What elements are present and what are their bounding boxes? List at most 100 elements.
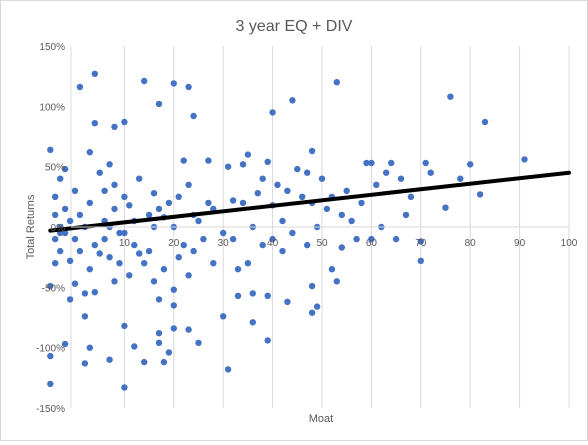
data-point	[141, 77, 148, 85]
data-point	[224, 163, 232, 170]
data-point	[224, 366, 232, 373]
x-tick-label: 80	[465, 238, 477, 249]
data-point	[234, 266, 242, 273]
data-point	[86, 266, 94, 273]
data-point	[205, 199, 212, 207]
data-point	[264, 337, 271, 344]
data-point	[239, 199, 247, 207]
data-point	[86, 344, 94, 351]
data-point	[170, 80, 177, 87]
data-point	[150, 190, 158, 197]
data-point	[249, 290, 256, 297]
data-point	[52, 211, 59, 219]
data-point	[249, 319, 256, 326]
data-point	[66, 296, 74, 303]
data-point	[86, 199, 94, 207]
data-point	[200, 235, 207, 243]
data-point	[313, 303, 321, 310]
data-point	[91, 70, 99, 78]
data-point	[106, 254, 113, 261]
data-point	[264, 292, 271, 299]
data-point	[353, 235, 360, 243]
data-point	[338, 244, 345, 251]
data-point	[457, 175, 464, 182]
data-point	[150, 278, 158, 285]
x-tick-label: 100	[561, 238, 578, 249]
data-point	[264, 158, 271, 165]
data-point	[141, 260, 148, 267]
data-point	[447, 93, 454, 100]
data-point	[185, 83, 192, 91]
data-point	[61, 205, 69, 213]
y-tick-label: -100%	[36, 344, 65, 355]
data-point	[407, 193, 415, 200]
data-point	[61, 340, 69, 348]
data-point	[61, 229, 69, 237]
data-point	[47, 282, 54, 290]
data-point	[111, 123, 118, 130]
data-point	[220, 229, 227, 237]
data-point	[136, 250, 143, 257]
data-point	[417, 238, 424, 245]
y-tick-label: 50%	[45, 163, 65, 174]
data-point	[131, 343, 138, 350]
data-point	[121, 118, 128, 126]
data-point	[47, 146, 54, 153]
data-point	[66, 257, 74, 264]
data-point	[284, 298, 291, 305]
data-point	[121, 193, 128, 200]
data-point	[91, 289, 99, 296]
data-point	[106, 161, 113, 168]
x-axis-label: Moat	[309, 413, 333, 425]
x-tick-label: 40	[267, 238, 279, 249]
data-point	[368, 235, 375, 243]
data-point	[52, 235, 59, 243]
data-point	[274, 181, 281, 188]
data-point	[383, 169, 390, 176]
data-point	[481, 118, 489, 126]
data-point	[155, 339, 163, 346]
data-point	[111, 205, 118, 213]
data-point	[155, 296, 163, 303]
data-point	[259, 175, 266, 182]
data-point	[234, 292, 242, 299]
data-point	[467, 161, 474, 168]
data-point	[175, 193, 182, 200]
data-point	[170, 286, 177, 293]
data-point	[101, 235, 108, 243]
data-point	[71, 235, 79, 243]
data-point	[185, 181, 192, 188]
data-point	[308, 282, 316, 290]
data-point	[363, 159, 370, 167]
data-point	[422, 159, 429, 167]
data-point	[116, 260, 123, 267]
trendline-group	[48, 170, 571, 233]
data-point	[165, 199, 173, 207]
data-point	[338, 211, 345, 219]
data-point	[229, 235, 237, 243]
data-point	[279, 217, 286, 225]
data-point	[141, 358, 148, 366]
y-tick-label: 100%	[39, 102, 65, 113]
data-point	[180, 157, 187, 164]
data-point	[289, 229, 296, 237]
data-point	[185, 326, 192, 333]
data-point	[308, 309, 316, 316]
x-tick-label: 70	[415, 238, 427, 249]
data-point	[111, 278, 118, 285]
x-tick-label: 50	[316, 238, 328, 249]
data-point	[284, 187, 291, 194]
chart-title: 3 year EQ + DIV	[236, 18, 353, 35]
data-point	[81, 360, 89, 367]
data-point	[299, 193, 306, 200]
data-point	[323, 205, 331, 213]
data-point	[47, 380, 54, 388]
data-point	[96, 169, 103, 176]
data-point	[76, 247, 84, 255]
data-point	[86, 149, 94, 156]
data-point	[244, 260, 252, 267]
data-point	[155, 205, 163, 213]
data-point	[180, 241, 187, 249]
data-point	[279, 247, 286, 255]
data-point	[126, 272, 133, 279]
